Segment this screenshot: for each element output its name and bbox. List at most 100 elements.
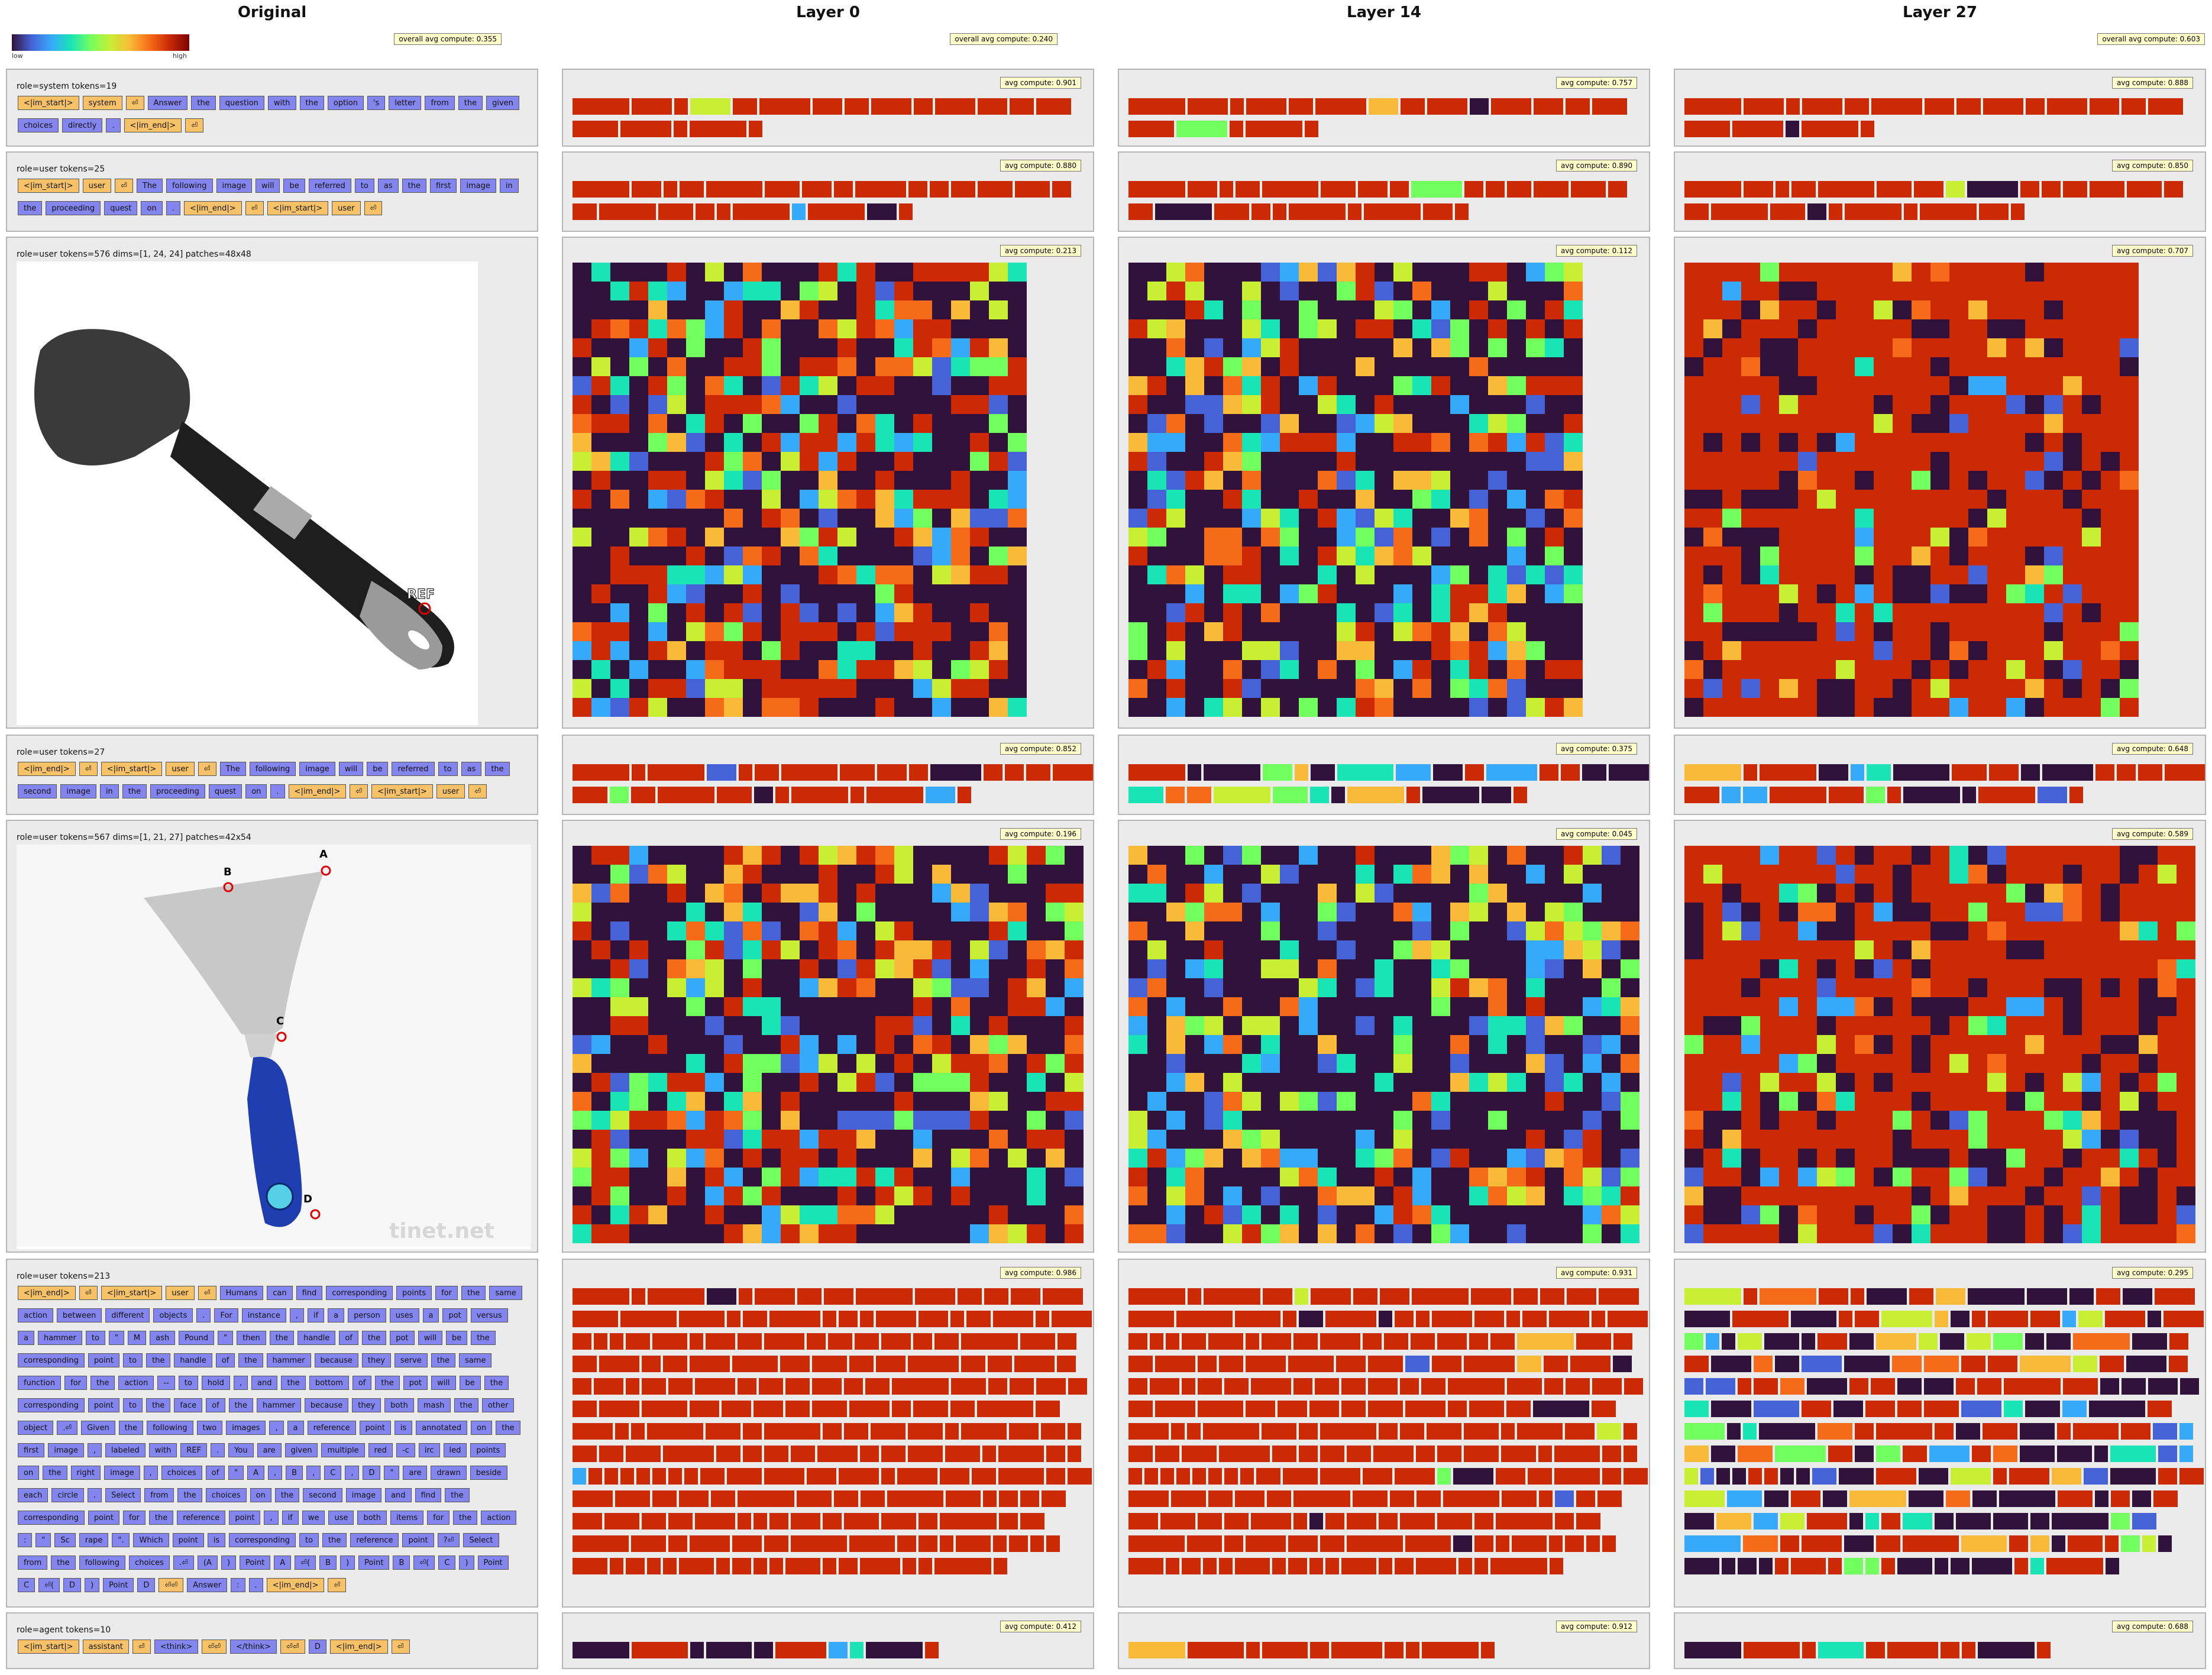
token[interactable]: for — [123, 1511, 145, 1525]
token[interactable]: Sc — [54, 1533, 76, 1547]
token[interactable]: ⏎ — [391, 1640, 410, 1654]
token[interactable]: between — [57, 1308, 102, 1322]
token[interactable]: the — [274, 1488, 300, 1502]
token[interactable]: on — [471, 1421, 493, 1435]
token[interactable]: images — [226, 1421, 266, 1435]
token[interactable]: from — [18, 1556, 48, 1570]
token[interactable]: ⏎ — [79, 762, 98, 776]
token[interactable]: the — [146, 1353, 171, 1367]
token[interactable]: on — [250, 1488, 271, 1502]
token[interactable]: the — [122, 784, 147, 798]
token[interactable]: the — [18, 201, 43, 215]
token[interactable]: first — [429, 179, 457, 193]
token[interactable]: action — [18, 1308, 54, 1322]
token[interactable]: <|im_end|> — [18, 762, 76, 776]
token[interactable]: handle — [297, 1331, 336, 1345]
token[interactable]: ash — [150, 1331, 176, 1345]
token[interactable]: choices — [161, 1466, 202, 1480]
token[interactable]: object — [18, 1421, 54, 1435]
token[interactable]: D — [308, 1640, 326, 1654]
token[interactable]: A — [274, 1556, 292, 1570]
token[interactable]: of — [339, 1331, 358, 1345]
token[interactable]: beside — [470, 1466, 507, 1480]
token[interactable]: point — [88, 1353, 120, 1367]
token[interactable]: <|im_start|> — [101, 762, 163, 776]
token[interactable]: Given — [81, 1421, 115, 1435]
token[interactable]: ) — [221, 1556, 237, 1570]
token[interactable]: rape — [79, 1533, 109, 1547]
token[interactable]: because — [304, 1398, 349, 1412]
token[interactable]: . — [211, 1443, 225, 1457]
token[interactable]: and — [251, 1376, 278, 1390]
token[interactable]: the — [485, 762, 510, 776]
token[interactable]: -c — [396, 1443, 415, 1457]
token[interactable]: <|im_end|> — [18, 1286, 76, 1300]
token[interactable]: <|im_start|> — [18, 96, 79, 110]
token[interactable]: to — [123, 1398, 143, 1412]
token[interactable]: other — [481, 1398, 515, 1412]
token[interactable]: , — [264, 1511, 279, 1525]
token[interactable]: corresponding — [326, 1286, 393, 1300]
token[interactable]: " — [228, 1466, 244, 1480]
token[interactable]: to — [123, 1353, 143, 1367]
token[interactable]: <|im_end|> — [124, 118, 182, 132]
token[interactable]: for — [435, 1286, 458, 1300]
token[interactable]: referred — [392, 762, 435, 776]
token[interactable]: function — [18, 1376, 62, 1390]
token[interactable]: the — [402, 179, 426, 193]
token[interactable]: hammer — [37, 1331, 82, 1345]
token[interactable]: the — [431, 1353, 456, 1367]
token[interactable]: . — [248, 1578, 263, 1592]
token[interactable]: You — [228, 1443, 254, 1457]
token[interactable]: the — [361, 1331, 387, 1345]
token[interactable]: Point — [103, 1578, 134, 1592]
token[interactable]: following — [79, 1556, 126, 1570]
token[interactable]: if — [307, 1308, 325, 1322]
token[interactable]: Point — [477, 1556, 509, 1570]
token[interactable]: . — [196, 1308, 211, 1322]
token[interactable]: given — [284, 1443, 318, 1457]
token[interactable]: use — [328, 1511, 354, 1525]
token[interactable]: instance — [241, 1308, 286, 1322]
token[interactable]: the — [375, 1376, 400, 1390]
token[interactable]: , — [233, 1376, 248, 1390]
token[interactable]: from — [425, 96, 455, 110]
token[interactable]: are — [403, 1466, 428, 1480]
token[interactable]: " — [218, 1331, 234, 1345]
token[interactable]: point — [359, 1421, 391, 1435]
token[interactable]: image — [104, 1466, 140, 1480]
token[interactable]: handle — [174, 1353, 212, 1367]
token[interactable]: same — [489, 1286, 522, 1300]
token[interactable]: ⏎⏎ — [280, 1640, 305, 1654]
token[interactable]: <|im_start|> — [101, 1286, 163, 1300]
token[interactable]: . — [270, 784, 285, 798]
token[interactable]: a — [287, 1421, 304, 1435]
token[interactable]: user — [166, 1286, 195, 1300]
token[interactable]: if — [282, 1511, 299, 1525]
token[interactable]: <|im_start|> — [371, 784, 433, 798]
token[interactable]: The — [136, 179, 163, 193]
token[interactable]: D — [63, 1578, 82, 1592]
token[interactable]: <|im_end|> — [329, 1640, 388, 1654]
token[interactable]: led — [443, 1443, 467, 1457]
token[interactable]: to — [178, 1376, 198, 1390]
token[interactable]: image — [216, 179, 253, 193]
token[interactable]: first — [18, 1443, 45, 1457]
token[interactable]: (A — [197, 1556, 218, 1570]
token[interactable]: B — [393, 1556, 410, 1570]
token[interactable]: items — [390, 1511, 424, 1525]
token[interactable]: same — [459, 1353, 492, 1367]
token[interactable]: each — [18, 1488, 48, 1502]
token[interactable]: D — [363, 1466, 381, 1480]
token[interactable]: the — [299, 96, 324, 110]
token[interactable]: ⏎⏎ — [202, 1640, 227, 1654]
token[interactable]: the — [445, 1488, 470, 1502]
token[interactable]: hammer — [266, 1353, 311, 1367]
token[interactable]: the — [496, 1421, 520, 1435]
token[interactable]: Which — [133, 1533, 169, 1547]
token[interactable]: ⏎( — [295, 1556, 316, 1570]
token[interactable]: B — [319, 1556, 337, 1570]
token[interactable]: Point — [358, 1556, 390, 1570]
token[interactable]: hold — [201, 1376, 230, 1390]
token[interactable]: to — [354, 179, 374, 193]
